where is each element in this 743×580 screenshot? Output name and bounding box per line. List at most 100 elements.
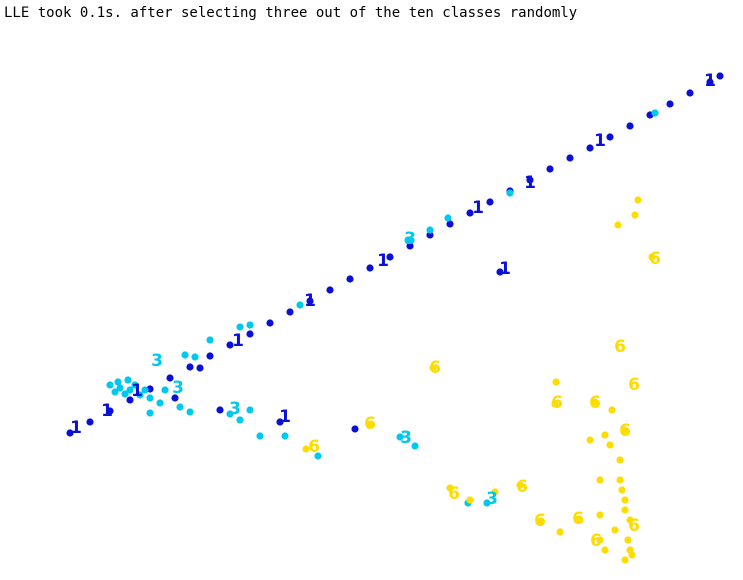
class-label: 6 — [628, 375, 640, 395]
point — [256, 432, 264, 440]
class-label: 6 — [448, 484, 460, 504]
point — [444, 214, 452, 222]
point — [606, 441, 614, 449]
point — [106, 407, 114, 415]
point — [314, 452, 322, 460]
class-label: 1 — [232, 331, 244, 351]
class-label: 6 — [649, 249, 661, 269]
class-label: 1 — [304, 291, 316, 311]
point — [466, 496, 474, 504]
point — [236, 416, 244, 424]
point — [486, 198, 494, 206]
point — [246, 321, 254, 329]
point — [66, 429, 74, 437]
class-label: 6 — [590, 531, 602, 551]
class-label: 6 — [628, 516, 640, 536]
chart-title: LLE took 0.1s. after selecting three out… — [4, 5, 577, 21]
point — [191, 353, 199, 361]
point — [608, 406, 616, 414]
point — [634, 196, 642, 204]
class-label: 1 — [101, 401, 113, 421]
point — [621, 426, 629, 434]
class-label: 3 — [400, 428, 412, 448]
point — [236, 323, 244, 331]
point — [302, 445, 310, 453]
class-label: 3 — [404, 229, 416, 249]
class-label: 1 — [279, 407, 291, 427]
point — [396, 433, 404, 441]
point — [706, 78, 714, 86]
class-label: 6 — [364, 414, 376, 434]
point — [366, 264, 374, 272]
point — [621, 556, 629, 564]
point — [171, 394, 179, 402]
point — [106, 381, 114, 389]
point — [446, 484, 454, 492]
point — [411, 442, 419, 450]
point — [161, 386, 169, 394]
class-label: 3 — [172, 378, 184, 398]
point — [386, 253, 394, 261]
point — [181, 351, 189, 359]
point — [216, 406, 224, 414]
point — [576, 516, 584, 524]
class-label: 6 — [572, 509, 584, 529]
class-label: 3 — [486, 489, 498, 509]
point — [491, 488, 499, 496]
point — [146, 394, 154, 402]
point — [596, 536, 604, 544]
point — [446, 220, 454, 228]
point — [651, 109, 659, 117]
point — [648, 253, 656, 261]
point — [226, 341, 234, 349]
point — [526, 176, 534, 184]
class-label: 1 — [594, 131, 606, 151]
point — [626, 516, 634, 524]
point — [126, 396, 134, 404]
point — [111, 388, 119, 396]
point — [596, 511, 604, 519]
point — [516, 481, 524, 489]
point — [146, 409, 154, 417]
point — [614, 221, 622, 229]
point — [551, 400, 559, 408]
point — [496, 268, 504, 276]
point — [226, 410, 234, 418]
point — [426, 231, 434, 239]
point — [196, 364, 204, 372]
class-label: 1 — [472, 198, 484, 218]
class-label: 1 — [70, 418, 82, 438]
point — [596, 476, 604, 484]
point — [626, 122, 634, 130]
point — [586, 144, 594, 152]
point — [601, 431, 609, 439]
point — [351, 425, 359, 433]
point — [346, 275, 354, 283]
point — [591, 398, 599, 406]
point — [306, 297, 314, 305]
point — [556, 528, 564, 536]
class-label: 6 — [589, 393, 601, 413]
point — [624, 536, 632, 544]
class-label: 1 — [377, 251, 389, 271]
point — [686, 89, 694, 97]
point — [552, 378, 560, 386]
point — [121, 390, 129, 398]
point — [286, 308, 294, 316]
point — [141, 386, 149, 394]
point — [616, 456, 624, 464]
class-label: 3 — [229, 399, 241, 419]
class-label: 1 — [499, 259, 511, 279]
class-label: 6 — [551, 393, 563, 413]
point — [631, 211, 639, 219]
point — [618, 486, 626, 494]
point — [276, 418, 284, 426]
point — [86, 418, 94, 426]
point — [426, 226, 434, 234]
point — [546, 165, 554, 173]
class-label: 6 — [516, 477, 528, 497]
point — [666, 100, 674, 108]
point — [246, 330, 254, 338]
point — [114, 378, 122, 386]
